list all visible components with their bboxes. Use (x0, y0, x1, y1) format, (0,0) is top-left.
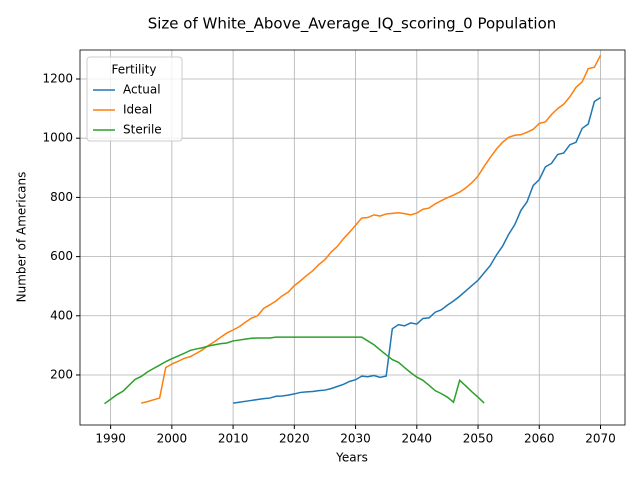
line-series (141, 54, 602, 404)
y-tick-label: 400 (50, 308, 73, 322)
y-tick-label: 1000 (42, 131, 73, 145)
plot-frame (79, 49, 626, 426)
x-tick-label: 2040 (402, 432, 433, 446)
legend-label: Sterile (123, 123, 162, 137)
x-tick-label: 2060 (524, 432, 555, 446)
x-tick-label: 2000 (157, 432, 188, 446)
y-tick-label: 1200 (42, 72, 73, 86)
line-series (232, 97, 601, 404)
legend-title: Fertility (111, 63, 156, 77)
legend: Fertility Actual Ideal Sterile (86, 56, 183, 142)
legend-label: Actual (123, 83, 161, 97)
y-axis-label: Number of Americans (15, 172, 29, 303)
y-tick-label: 800 (50, 190, 73, 204)
y-tick-label: 600 (50, 249, 73, 263)
x-axis-label: Years (335, 451, 368, 465)
legend-box (86, 56, 183, 142)
chart-title: Size of White_Above_Average_IQ_scoring_0… (148, 15, 557, 34)
x-tick-label: 2030 (340, 432, 371, 446)
x-tick-label: 2010 (218, 432, 249, 446)
line-series (104, 336, 485, 405)
y-tick-label: 200 (50, 367, 73, 381)
legend-label: Ideal (123, 103, 152, 117)
x-tick-label: 2020 (279, 432, 310, 446)
x-tick-label: 2050 (463, 432, 494, 446)
x-tick-label: 1990 (95, 432, 126, 446)
x-tick-label: 2070 (585, 432, 616, 446)
